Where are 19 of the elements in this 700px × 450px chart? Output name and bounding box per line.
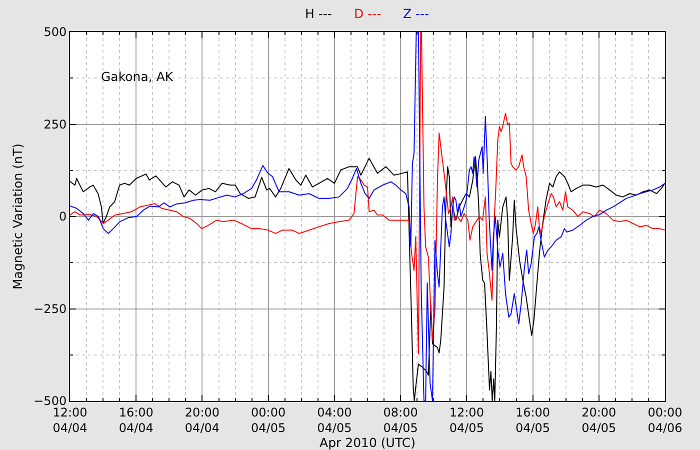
x-tick-label: 08:00 04/05 xyxy=(383,405,418,435)
x-tick-label: 20:00 04/04 xyxy=(184,405,220,435)
x-tick-label: 20:00 04/05 xyxy=(582,405,616,435)
x-axis-title: Apr 2010 (UTC) xyxy=(320,435,416,450)
x-tick-label: 04:00 04/05 xyxy=(317,405,352,435)
series-label: Z --- xyxy=(403,6,430,21)
x-tick-label: 16:00 04/04 xyxy=(118,405,154,435)
y-tick-label: 500 xyxy=(44,25,67,40)
y-axis-title: Magnetic Variation (nT) xyxy=(10,144,25,290)
x-tick-label: 12:00 04/05 xyxy=(449,405,484,435)
y-tick-label: −250 xyxy=(34,302,67,316)
x-tick-label: 00:00 04/06 xyxy=(648,405,682,435)
text: H --- xyxy=(305,6,332,21)
annotation: Gakona, AK xyxy=(101,69,174,84)
x-tick-label: 00:00 04/05 xyxy=(251,405,286,435)
y-tick-label: 0 xyxy=(58,210,67,224)
y-tick-label: 250 xyxy=(44,117,67,132)
text: D --- xyxy=(354,6,382,21)
x-tick-label: 16:00 04/05 xyxy=(515,405,550,435)
